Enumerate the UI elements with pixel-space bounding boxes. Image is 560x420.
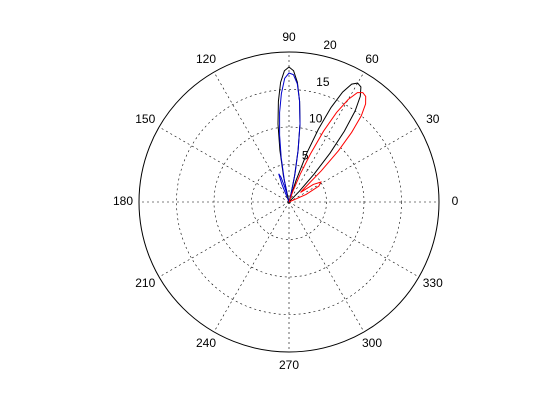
ring: [176, 89, 402, 315]
radius-label: 15: [316, 75, 330, 89]
angle-label: 0: [452, 194, 459, 208]
angle-label: 330: [423, 276, 443, 290]
spoke: [288, 201, 365, 333]
radius-label: 10: [309, 112, 323, 126]
series-line: [278, 72, 301, 203]
angle-label: 60: [365, 52, 379, 66]
angle-label: 300: [362, 336, 382, 350]
angle-label: 150: [135, 112, 155, 126]
outer-ring: [138, 51, 440, 353]
spoke: [213, 71, 290, 203]
angle-label: 270: [279, 358, 299, 372]
spoke: [288, 71, 365, 203]
spoke: [288, 201, 420, 278]
ring: [251, 164, 327, 240]
radius-label: 20: [323, 38, 337, 52]
angle-label: 120: [196, 52, 216, 66]
angle-label: 240: [196, 336, 216, 350]
angle-label: 30: [426, 112, 440, 126]
angle-label: 180: [113, 194, 133, 208]
series-line: [288, 92, 367, 203]
ring: [213, 126, 365, 278]
angle-label: 90: [282, 30, 296, 44]
angle-label: 210: [135, 276, 155, 290]
spoke: [158, 126, 290, 203]
